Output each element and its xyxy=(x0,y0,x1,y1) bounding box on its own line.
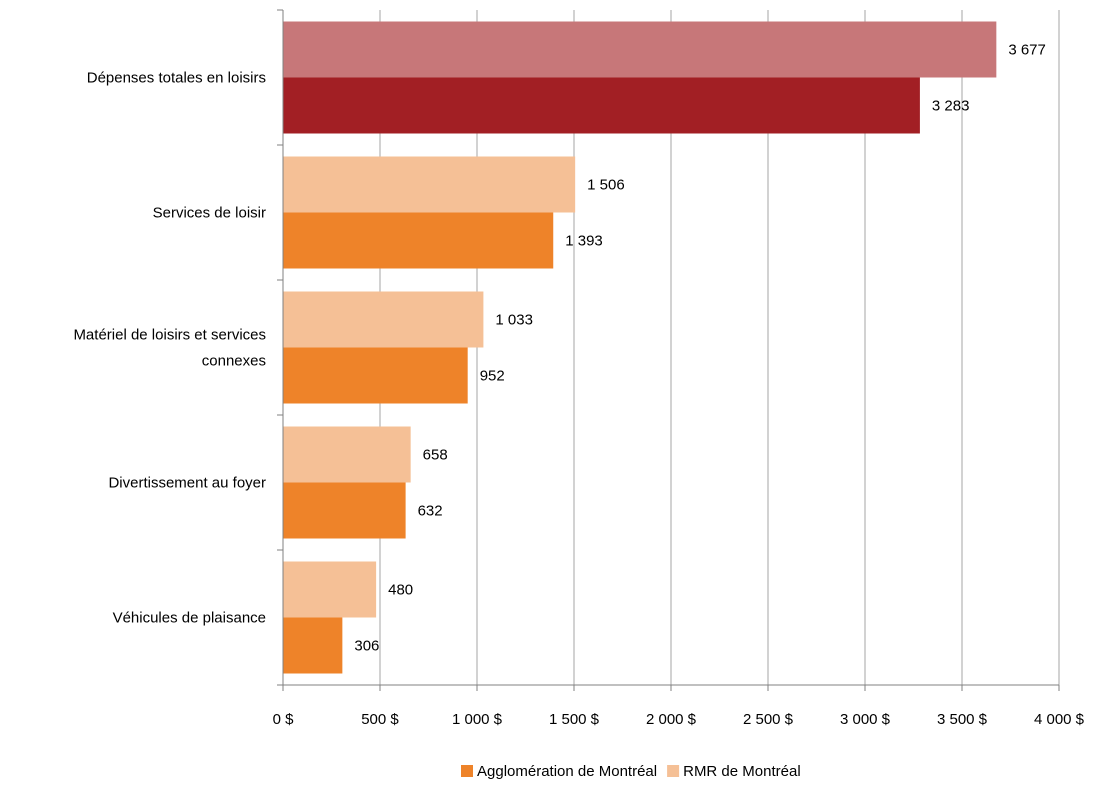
data-label: 632 xyxy=(418,503,443,520)
legend-label: Agglomération de Montréal xyxy=(477,763,657,780)
legend-swatch xyxy=(461,765,473,777)
data-label: 1 506 xyxy=(587,177,625,194)
bar xyxy=(283,561,377,618)
x-tick-label: 2 000 $ xyxy=(646,711,697,728)
bar xyxy=(283,212,554,269)
bar xyxy=(283,21,997,78)
x-tick-label: 4 000 $ xyxy=(1034,711,1085,728)
legend: Agglomération de Montréal RMR de Montréal xyxy=(461,763,801,780)
category-label: Divertissement au foyer xyxy=(108,475,266,492)
x-tick-labels: 0 $ 500 $ 1 000 $ 1 500 $ 2 000 $ 2 500 $ 3 00… xyxy=(273,711,1085,728)
data-label: 3 677 xyxy=(1008,42,1046,59)
category-label: connexes xyxy=(202,353,266,370)
data-label: 658 xyxy=(423,447,448,464)
bar xyxy=(283,77,920,134)
bar xyxy=(283,426,411,483)
data-label: 480 xyxy=(388,582,413,599)
bar xyxy=(283,617,343,674)
bar xyxy=(283,482,406,539)
bar xyxy=(283,291,484,348)
category-label: Matériel de loisirs et services xyxy=(73,327,266,344)
legend-label: RMR de Montréal xyxy=(683,763,801,780)
axes xyxy=(277,9,1060,691)
bar xyxy=(283,156,576,213)
data-label: 1 033 xyxy=(495,312,533,329)
bars xyxy=(283,21,997,674)
data-label: 952 xyxy=(480,368,505,385)
data-label: 1 393 xyxy=(565,233,603,250)
legend-swatch xyxy=(667,765,680,777)
bar xyxy=(283,347,468,404)
category-label: Services de loisir xyxy=(153,205,266,222)
category-label: Véhicules de plaisance xyxy=(113,610,266,627)
data-labels: 3 677 3 283 1 506 1 393 1 033 952 658 632 480 306 xyxy=(354,42,1046,655)
data-label: 306 xyxy=(354,638,379,655)
data-label: 3 283 xyxy=(932,98,970,115)
x-tick-label: 3 500 $ xyxy=(937,711,988,728)
x-tick-label: 0 $ xyxy=(273,711,295,728)
x-tick-label: 1 500 $ xyxy=(549,711,600,728)
x-tick-label: 500 $ xyxy=(361,711,399,728)
category-labels: Dépenses totales en loisirs Services de l… xyxy=(73,70,266,627)
x-tick-label: 3 000 $ xyxy=(840,711,891,728)
x-tick-label: 1 000 $ xyxy=(452,711,503,728)
x-tick-label: 2 500 $ xyxy=(743,711,794,728)
category-label: Dépenses totales en loisirs xyxy=(87,70,266,87)
